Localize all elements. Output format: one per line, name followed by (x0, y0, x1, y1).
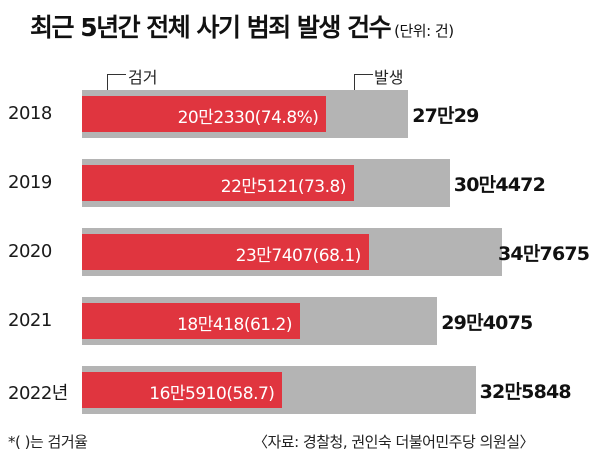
chart-title: 최근 5년간 전체 사기 범죄 발생 건수 (단위: 건) (30, 8, 454, 44)
bar-cleared-label: 16만5910(58.7) (149, 384, 275, 404)
bar-occurred-label: 32만5848 (479, 381, 572, 403)
bar-occurred-label: 30만4472 (453, 174, 546, 196)
bar-cleared-label: 18만418(61.2) (177, 315, 292, 335)
bar-cleared (82, 165, 354, 201)
bar-cleared (82, 234, 369, 270)
year-label: 2018 (8, 103, 52, 124)
legend-occurred-line-h (354, 74, 373, 75)
chart-title-text: 최근 5년간 전체 사기 범죄 발생 건수 (30, 13, 392, 42)
bar-cleared (82, 372, 283, 408)
year-label: 2019 (8, 172, 52, 193)
year-label: 2020 (8, 241, 52, 262)
legend-occurred-label: 발생 (374, 68, 404, 87)
bar-cleared (82, 303, 300, 339)
bar-occurred-label: 34만7675 (498, 243, 590, 265)
legend-cleared-label: 검거 (128, 68, 158, 87)
year-label: 2022년 (8, 383, 68, 404)
bar-cleared (82, 96, 327, 132)
year-label: 2021 (8, 310, 52, 331)
bar-cleared-label: 20만2330(74.8%) (177, 108, 319, 128)
bar-cleared-label: 23만7407(68.1) (235, 246, 362, 266)
legend-cleared-line-h (107, 74, 126, 75)
footnote-source: 〈자료: 경찰청, 권인숙 더불어민주당 의원실〉 (253, 433, 535, 451)
bar-occurred-label: 27만29 (412, 105, 479, 127)
bar-cleared-label: 22만5121(73.8) (220, 177, 347, 197)
bar-occurred-label: 29만4075 (441, 312, 533, 334)
unit-note: (단위: 건) (394, 22, 454, 40)
legend-occurred-line-v (354, 74, 355, 92)
footnote-rate: *( )는 검거율 (8, 433, 88, 451)
